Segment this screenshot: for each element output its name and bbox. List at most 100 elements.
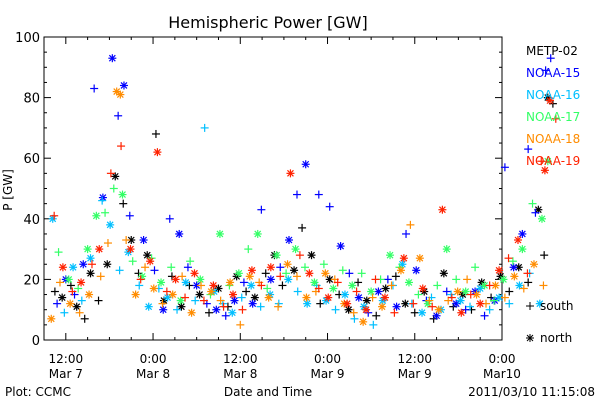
- data-point-north: [515, 281, 524, 290]
- marker-stroke: [143, 251, 151, 259]
- data-point-north: [85, 290, 94, 299]
- marker-stroke: [87, 269, 94, 277]
- data-point-north: [476, 299, 485, 308]
- data-point-north: [234, 269, 243, 278]
- data-point-north: [518, 229, 527, 238]
- data-point-south: [191, 296, 200, 305]
- marker-stroke: [454, 288, 462, 295]
- marker-stroke: [58, 294, 66, 302]
- legend-north-marker: [526, 334, 534, 342]
- legend-series-label: NOAA-19: [526, 154, 580, 168]
- data-point-north: [146, 257, 155, 266]
- marker-stroke: [495, 266, 503, 274]
- data-point-south: [60, 308, 69, 317]
- data-point-south: [276, 263, 285, 272]
- data-point-south: [371, 275, 380, 284]
- data-point-north: [192, 281, 201, 290]
- data-point-south: [292, 272, 301, 281]
- data-point-south: [66, 281, 75, 290]
- marker-stroke: [111, 172, 119, 180]
- data-point-north: [95, 245, 104, 254]
- data-point-south: [256, 302, 265, 311]
- data-point-north: [545, 96, 554, 105]
- marker-stroke: [481, 282, 488, 289]
- data-point-south: [150, 266, 159, 275]
- data-points-layer: [47, 54, 560, 329]
- data-point-south: [186, 257, 195, 266]
- data-point-south: [117, 142, 126, 151]
- data-point-north: [348, 281, 357, 290]
- marker-stroke: [73, 303, 81, 311]
- data-point-north: [290, 266, 299, 275]
- x-tick-time-label: 0:00: [140, 352, 167, 366]
- data-point-south: [50, 287, 59, 296]
- marker-stroke: [247, 282, 255, 289]
- marker-stroke: [412, 266, 420, 274]
- marker-stroke: [284, 275, 292, 283]
- data-point-south: [505, 287, 514, 296]
- data-point-north: [456, 296, 465, 305]
- data-point-north: [266, 275, 275, 284]
- marker-stroke: [146, 257, 154, 265]
- data-point-south: [383, 275, 392, 284]
- data-point-south: [216, 296, 225, 305]
- data-point-north: [380, 293, 389, 302]
- marker-stroke: [544, 94, 552, 102]
- data-point-north: [245, 272, 254, 281]
- marker-stroke: [363, 297, 371, 305]
- data-point-south: [54, 248, 63, 257]
- data-point-south: [541, 66, 550, 75]
- data-point-south: [221, 311, 230, 320]
- marker-stroke: [326, 275, 334, 283]
- data-point-south: [219, 302, 228, 311]
- data-point-north: [248, 299, 257, 308]
- data-point-south: [80, 314, 89, 323]
- marker-stroke: [378, 303, 386, 311]
- data-point-north: [66, 299, 75, 308]
- marker-stroke: [400, 254, 408, 262]
- legend-series-label: NOAA-18: [526, 132, 580, 146]
- legend-series-label: NOAA-15: [526, 66, 580, 80]
- data-point-south: [524, 145, 533, 154]
- marker-stroke: [249, 300, 257, 308]
- marker-stroke: [119, 191, 126, 198]
- marker-stroke: [265, 294, 273, 302]
- marker-stroke: [518, 245, 526, 253]
- data-point-south: [528, 199, 537, 208]
- marker-stroke: [433, 312, 440, 320]
- legend-marker-label: north: [540, 331, 572, 345]
- data-point-south: [151, 129, 160, 138]
- data-point-south: [531, 208, 540, 217]
- marker-stroke: [164, 294, 172, 302]
- data-point-north: [301, 160, 310, 169]
- data-point-north: [367, 287, 376, 296]
- data-point-north: [207, 287, 216, 296]
- data-point-north: [69, 263, 78, 272]
- marker-stroke: [401, 300, 409, 308]
- data-point-north: [250, 293, 259, 302]
- data-point-south: [480, 311, 489, 320]
- legend-series-label: NOAA-16: [526, 88, 580, 102]
- data-point-north: [392, 302, 401, 311]
- marker-stroke: [518, 230, 526, 238]
- marker-stroke: [145, 303, 153, 311]
- data-point-north: [157, 278, 166, 287]
- data-point-north: [163, 293, 172, 302]
- data-point-north: [439, 269, 448, 278]
- data-point-north: [495, 266, 504, 275]
- x-tick-time-label: 12:00: [49, 352, 84, 366]
- data-point-north: [510, 272, 519, 281]
- marker-stroke: [462, 288, 470, 295]
- x-tick-time-label: 0:00: [489, 352, 516, 366]
- marker-stroke: [457, 297, 464, 305]
- data-point-south: [333, 278, 342, 287]
- plot-credit: Plot: CCMC: [5, 385, 71, 399]
- marker-stroke: [85, 291, 93, 298]
- marker-stroke: [544, 157, 552, 165]
- marker-stroke: [285, 236, 293, 244]
- data-point-north: [415, 254, 424, 263]
- y-tick-label: 60: [23, 152, 40, 167]
- marker-stroke: [287, 169, 294, 177]
- data-point-south: [257, 205, 266, 214]
- data-point-south: [368, 293, 377, 302]
